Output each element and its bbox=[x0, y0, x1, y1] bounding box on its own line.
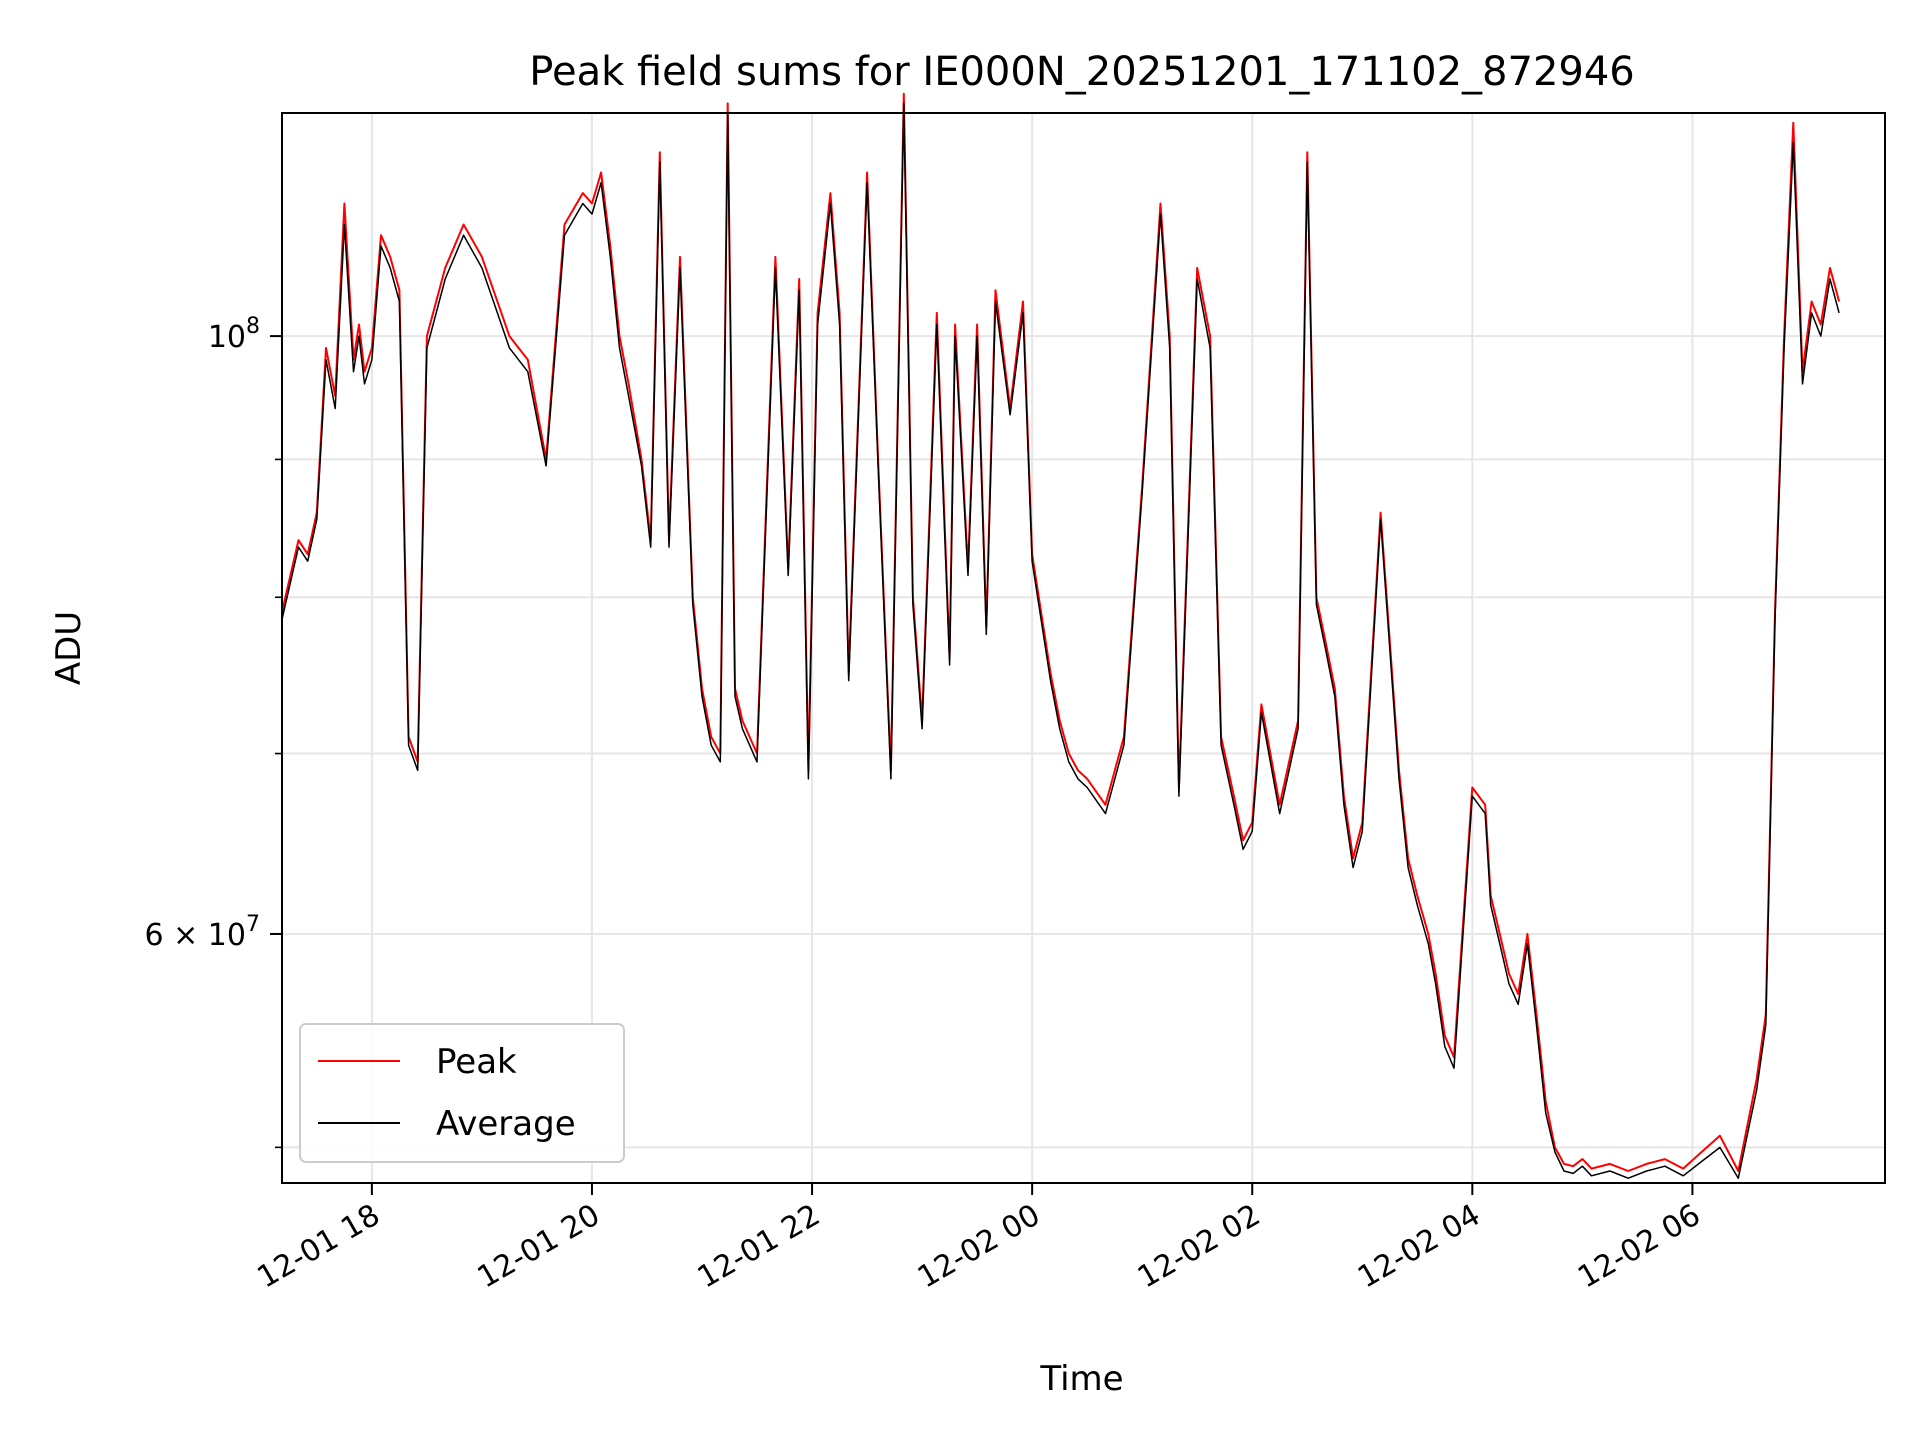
plot-area bbox=[281, 92, 1886, 1184]
legend: Peak Average bbox=[299, 1023, 625, 1163]
x-axis-label: Time bbox=[1039, 1359, 1123, 1399]
series-line-average bbox=[281, 102, 1840, 1179]
legend-label-average: Average bbox=[436, 1104, 576, 1144]
y-tick-label: 6 × 107 bbox=[145, 912, 260, 953]
y-axis-label: ADU bbox=[49, 611, 89, 685]
series-lines bbox=[281, 92, 1841, 1179]
y-axis: 6 × 107 108 bbox=[145, 314, 282, 1149]
axes-frame bbox=[281, 112, 1886, 1184]
legend-box bbox=[299, 1023, 625, 1163]
grid bbox=[282, 113, 1885, 1183]
chart-title: Peak field sums for IE000N_20251201_1711… bbox=[529, 49, 1634, 95]
y-tick-label: 108 bbox=[208, 314, 260, 355]
legend-label-peak: Peak bbox=[436, 1042, 517, 1082]
